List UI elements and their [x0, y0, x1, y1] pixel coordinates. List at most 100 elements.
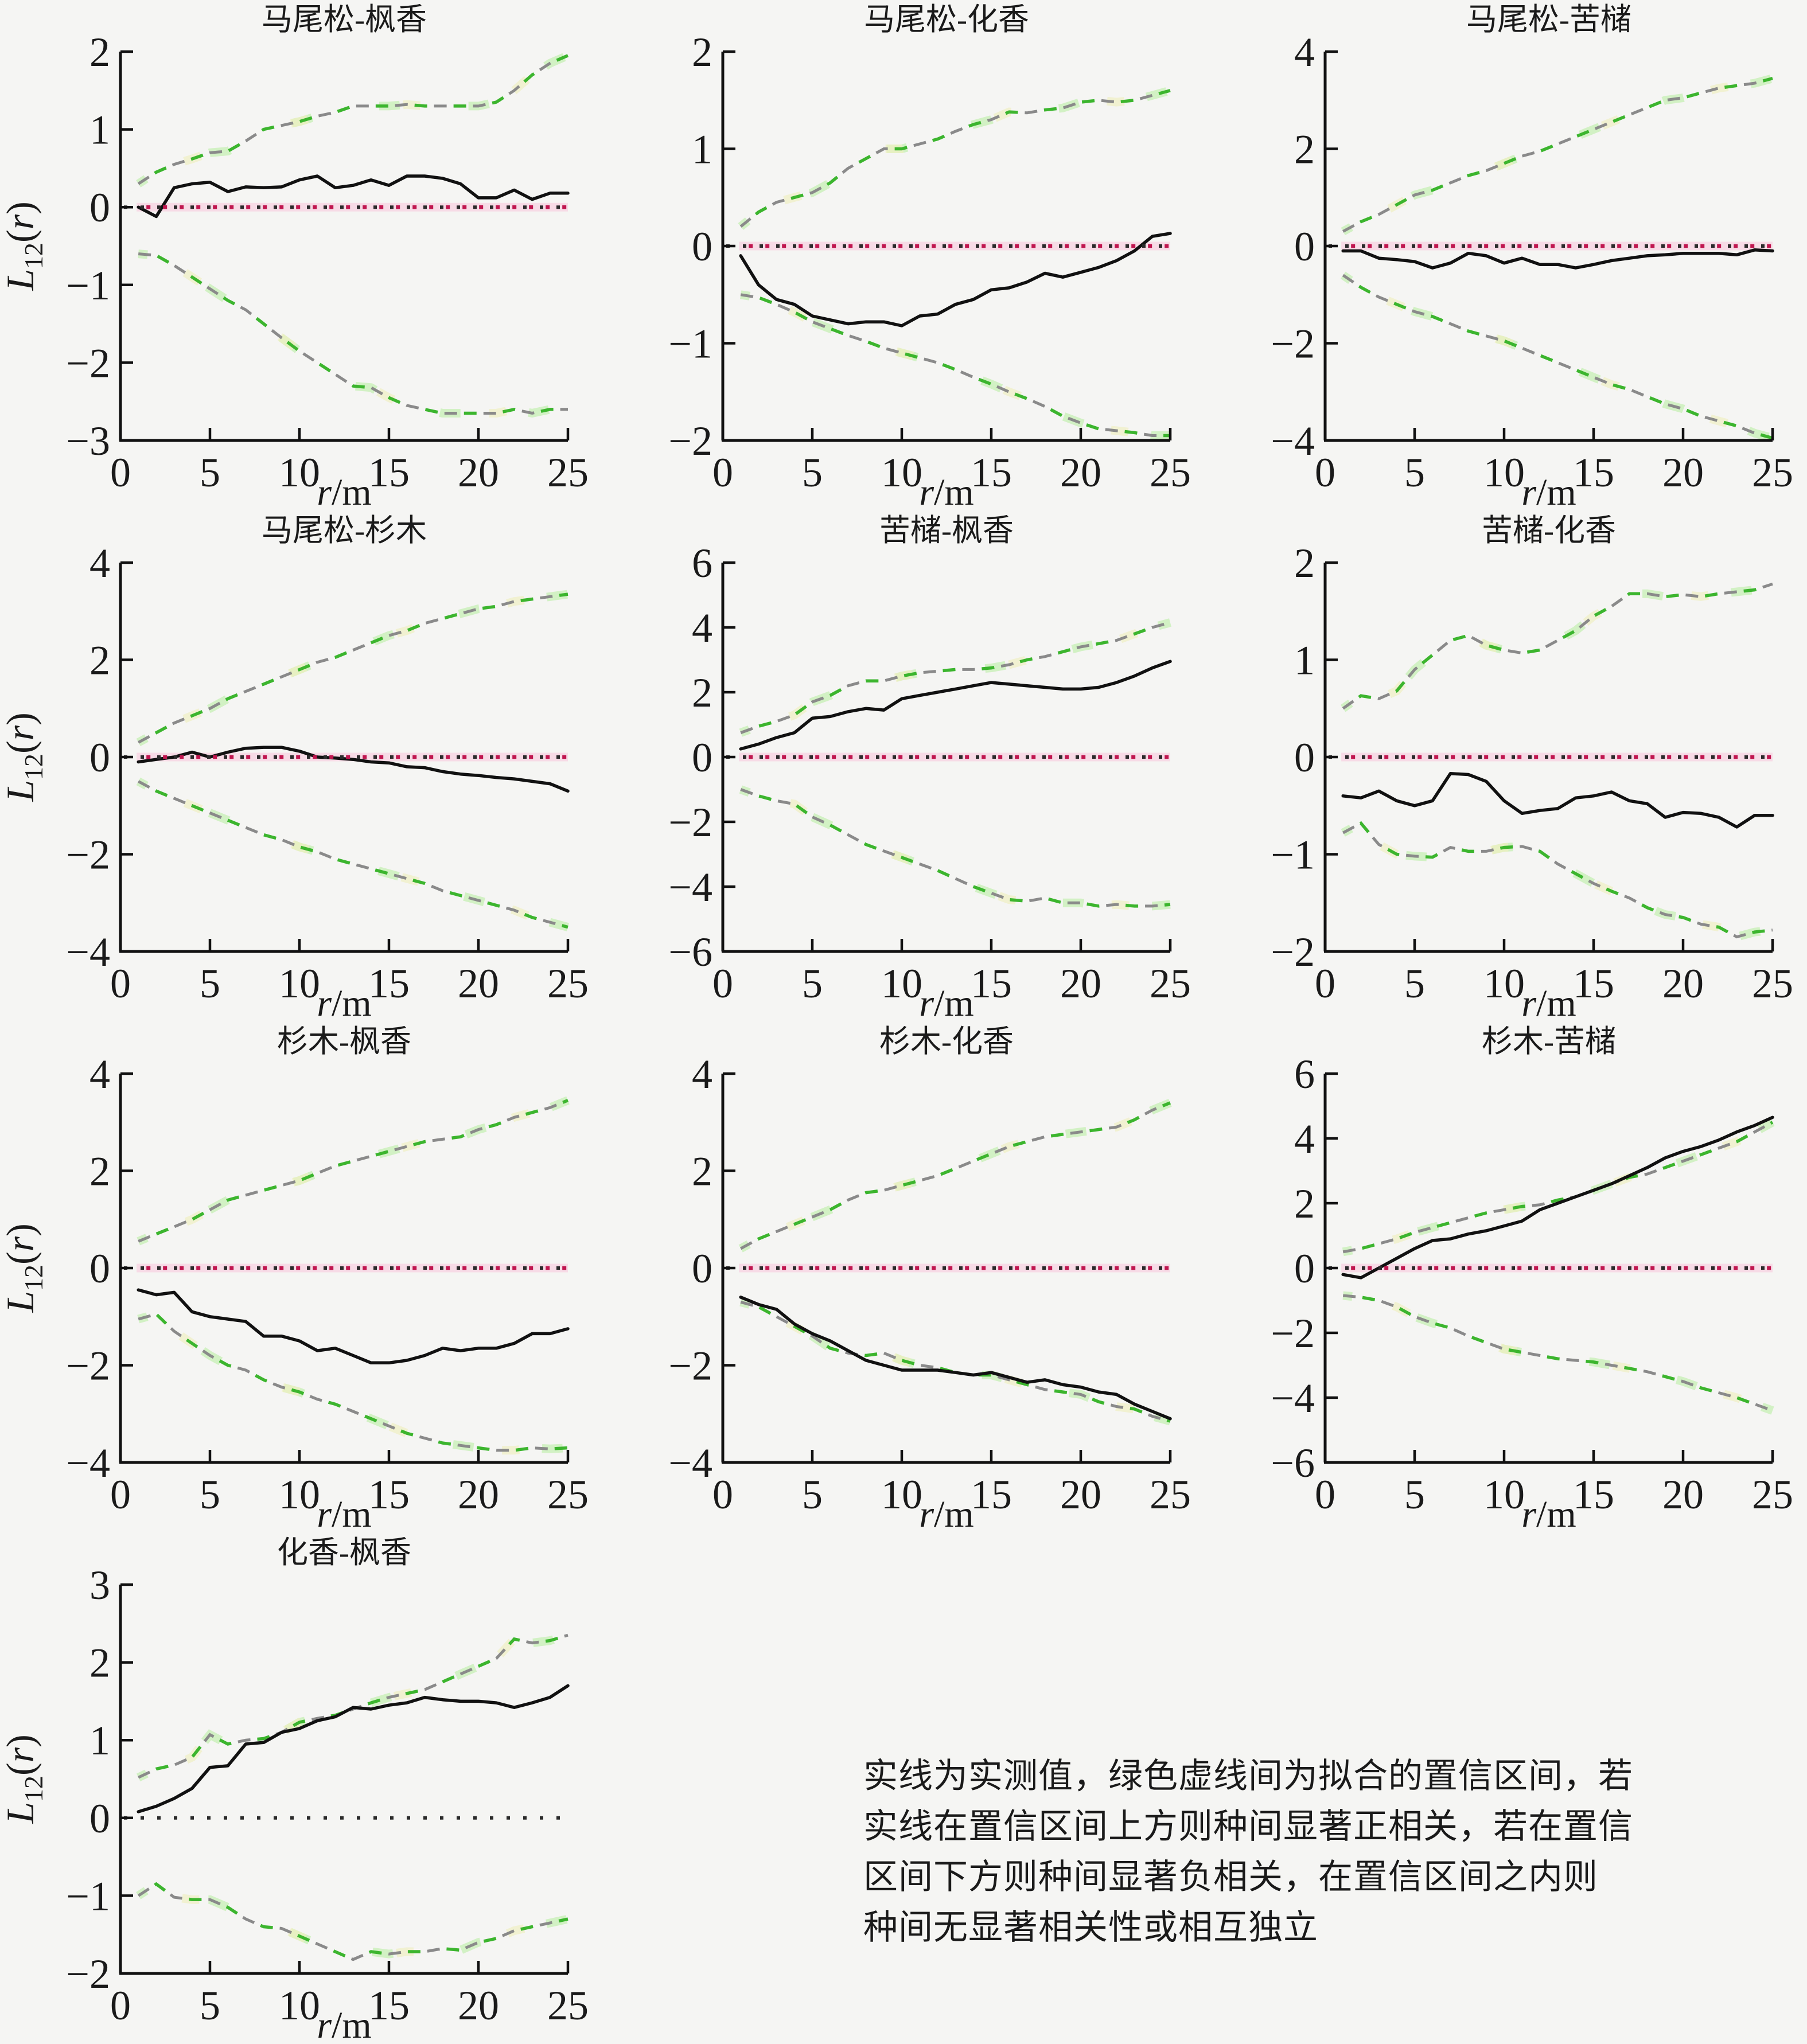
x-tick-label: 20 — [1060, 1472, 1101, 1518]
y-tick-label: 0 — [1294, 1246, 1315, 1292]
x-tick-label: 15 — [971, 961, 1012, 1007]
y-tick-label: 2 — [692, 29, 712, 75]
envelope-upper-glow-yellow — [1341, 74, 1774, 236]
observed-line — [739, 232, 1172, 327]
y-tick-label: −2 — [66, 1343, 110, 1389]
x-tick-label: 15 — [1573, 1472, 1614, 1518]
envelope-upper-glow-yellow — [137, 1096, 570, 1246]
x-tick-label: 25 — [1752, 1472, 1793, 1518]
chart-panel-6: −2 −1 0 1 2 0 5 10 15 20 25 苦槠-化香 r/m — [1205, 511, 1807, 1022]
x-tick-label: 15 — [971, 450, 1012, 496]
chart-title: 杉木-苦槠 — [1482, 1024, 1616, 1059]
y-tick-label: 3 — [89, 1562, 110, 1608]
envelope-lower-glow-yellow — [739, 1298, 1171, 1426]
y-axis-label: L12(r) — [0, 1734, 48, 1824]
chart-title: 马尾松-化香 — [864, 2, 1029, 37]
x-tick-label: 0 — [712, 961, 733, 1007]
envelope-lower-glow-yellow — [138, 249, 568, 418]
x-axis-label: r/m — [919, 1493, 973, 1533]
x-tick-label: 5 — [802, 450, 823, 496]
caption-line-3: 区间下方则种间显著负相关，在置信区间之内则 — [863, 1858, 1598, 1896]
y-tick-label: 2 — [89, 1640, 110, 1686]
x-tick-label: 20 — [458, 961, 499, 1007]
x-tick-label: 10 — [279, 1983, 320, 2029]
envelope-lower-green-dashed — [1342, 1294, 1773, 1413]
x-tick-label: 20 — [1060, 961, 1101, 1007]
envelope-lower-green-dashed — [740, 1300, 1171, 1423]
y-tick-label: 2 — [692, 1149, 712, 1195]
y-tick-label: 1 — [89, 1718, 110, 1764]
x-tick-label: 10 — [1483, 961, 1525, 1007]
chart-title: 苦槠-枫香 — [879, 513, 1014, 548]
x-axis-label: r/m — [1521, 982, 1576, 1022]
chart-svg-9: −6 −4 −2 0 2 4 6 0 5 10 15 20 25 杉木-苦槠 r/m — [1271, 1024, 1793, 1533]
y-tick-label: −2 — [66, 832, 110, 878]
x-tick-label: 15 — [368, 450, 410, 496]
x-tick-label: 0 — [1315, 450, 1335, 496]
y-tick-label: 0 — [89, 1796, 110, 1842]
envelope-lower-glow-yellow — [136, 777, 569, 931]
envelope-upper-glow-yellow — [738, 86, 1171, 230]
envelope-upper-green-dashed — [1342, 1121, 1774, 1254]
envelope-upper-green-dashed — [739, 1101, 1171, 1250]
x-tick-label: 10 — [1483, 1472, 1525, 1518]
envelope-lower-gray-dashed — [137, 1882, 568, 1961]
chart-title: 化香-枫香 — [277, 1535, 411, 1570]
chart-panel-3: −4 −2 0 2 4 0 5 10 15 20 25 马尾松-苦槠 r/m — [1205, 0, 1807, 511]
envelope-lower-gray-dashed — [740, 788, 1171, 908]
x-tick-label: 25 — [1150, 450, 1191, 496]
y-tick-label: 2 — [89, 638, 110, 684]
observed-line — [137, 1288, 570, 1365]
envelope-lower-glow-green — [739, 1298, 1171, 1426]
observed-line — [137, 174, 570, 219]
y-tick-label: 4 — [692, 1051, 712, 1097]
y-tick-label: −4 — [1271, 418, 1315, 464]
x-tick-label: 10 — [881, 961, 922, 1007]
envelope-upper-glow-green — [137, 1096, 570, 1246]
envelope-lower-gray-dashed — [740, 1300, 1171, 1423]
x-tick-label: 15 — [971, 1472, 1012, 1518]
x-tick-label: 10 — [881, 1472, 922, 1518]
x-tick-label: 0 — [712, 1472, 733, 1518]
y-tick-label: −6 — [668, 929, 712, 975]
x-tick-label: 0 — [110, 961, 131, 1007]
x-tick-label: 20 — [1060, 450, 1101, 496]
x-axis-label: r/m — [317, 471, 371, 511]
y-tick-label: 4 — [692, 605, 712, 651]
envelope-upper-glow-yellow — [739, 618, 1171, 737]
x-axis-label: r/m — [1521, 471, 1576, 511]
x-axis-label: r/m — [317, 982, 371, 1022]
chart-title: 马尾松-苦槠 — [1466, 2, 1631, 37]
y-tick-label: −1 — [1271, 832, 1315, 878]
y-tick-label: 6 — [1294, 1051, 1315, 1097]
envelope-lower-glow-green — [137, 1309, 568, 1455]
y-tick-label: −2 — [1271, 321, 1315, 367]
envelope-upper-glow-green — [1340, 580, 1774, 712]
envelope-upper-green-dashed — [739, 89, 1171, 228]
y-tick-label: 2 — [89, 1149, 110, 1195]
envelope-lower-glow-green — [1340, 271, 1774, 443]
envelope-lower-gray-dashed — [138, 1312, 568, 1452]
envelope-lower-green-dashed — [137, 779, 568, 929]
x-tick-label: 20 — [1662, 961, 1704, 1007]
y-tick-label: −4 — [668, 864, 712, 910]
chart-title: 苦槠-化香 — [1482, 513, 1616, 548]
y-tick-label: 0 — [1294, 735, 1315, 781]
chart-svg-8: −4 −2 0 2 4 0 5 10 15 20 25 杉木-化香 r/m — [668, 1024, 1191, 1533]
chart-title: 杉木-化香 — [879, 1024, 1014, 1059]
y-tick-label: −1 — [66, 1873, 110, 1919]
x-tick-label: 0 — [712, 450, 733, 496]
chart-title: 杉木-枫香 — [277, 1024, 411, 1059]
chart-panel-8: −4 −2 0 2 4 0 5 10 15 20 25 杉木-化香 r/m — [602, 1022, 1205, 1533]
chart-panel-5: −6 −4 −2 0 2 4 6 0 5 10 15 20 25 苦槠-枫香 r/m — [602, 511, 1205, 1022]
x-tick-label: 25 — [547, 450, 589, 496]
envelope-upper-gray-dashed — [1342, 77, 1773, 233]
envelope-upper-glow-green — [739, 618, 1171, 737]
envelope-upper-green-dashed — [137, 54, 569, 185]
envelope-upper-green-dashed — [740, 621, 1171, 735]
envelope-lower-gray-dashed — [138, 252, 568, 415]
envelope-upper-glow-yellow — [136, 51, 570, 188]
y-tick-label: 0 — [89, 735, 110, 781]
